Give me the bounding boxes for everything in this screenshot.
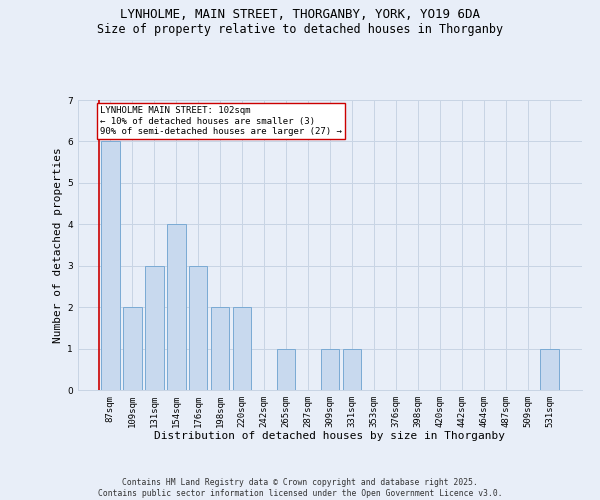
Bar <box>541 348 559 390</box>
Bar <box>167 224 185 390</box>
Bar <box>123 307 142 390</box>
Text: Contains HM Land Registry data © Crown copyright and database right 2025.
Contai: Contains HM Land Registry data © Crown c… <box>98 478 502 498</box>
Bar <box>189 266 208 390</box>
Bar <box>211 307 229 390</box>
Text: LYNHOLME MAIN STREET: 102sqm
← 10% of detached houses are smaller (3)
90% of sem: LYNHOLME MAIN STREET: 102sqm ← 10% of de… <box>100 106 342 136</box>
Text: Size of property relative to detached houses in Thorganby: Size of property relative to detached ho… <box>97 22 503 36</box>
Bar <box>101 142 119 390</box>
Bar <box>277 348 295 390</box>
Y-axis label: Number of detached properties: Number of detached properties <box>53 147 63 343</box>
Bar <box>343 348 361 390</box>
Bar <box>145 266 164 390</box>
Bar <box>320 348 340 390</box>
Text: LYNHOLME, MAIN STREET, THORGANBY, YORK, YO19 6DA: LYNHOLME, MAIN STREET, THORGANBY, YORK, … <box>120 8 480 20</box>
Bar <box>233 307 251 390</box>
X-axis label: Distribution of detached houses by size in Thorganby: Distribution of detached houses by size … <box>155 432 505 442</box>
